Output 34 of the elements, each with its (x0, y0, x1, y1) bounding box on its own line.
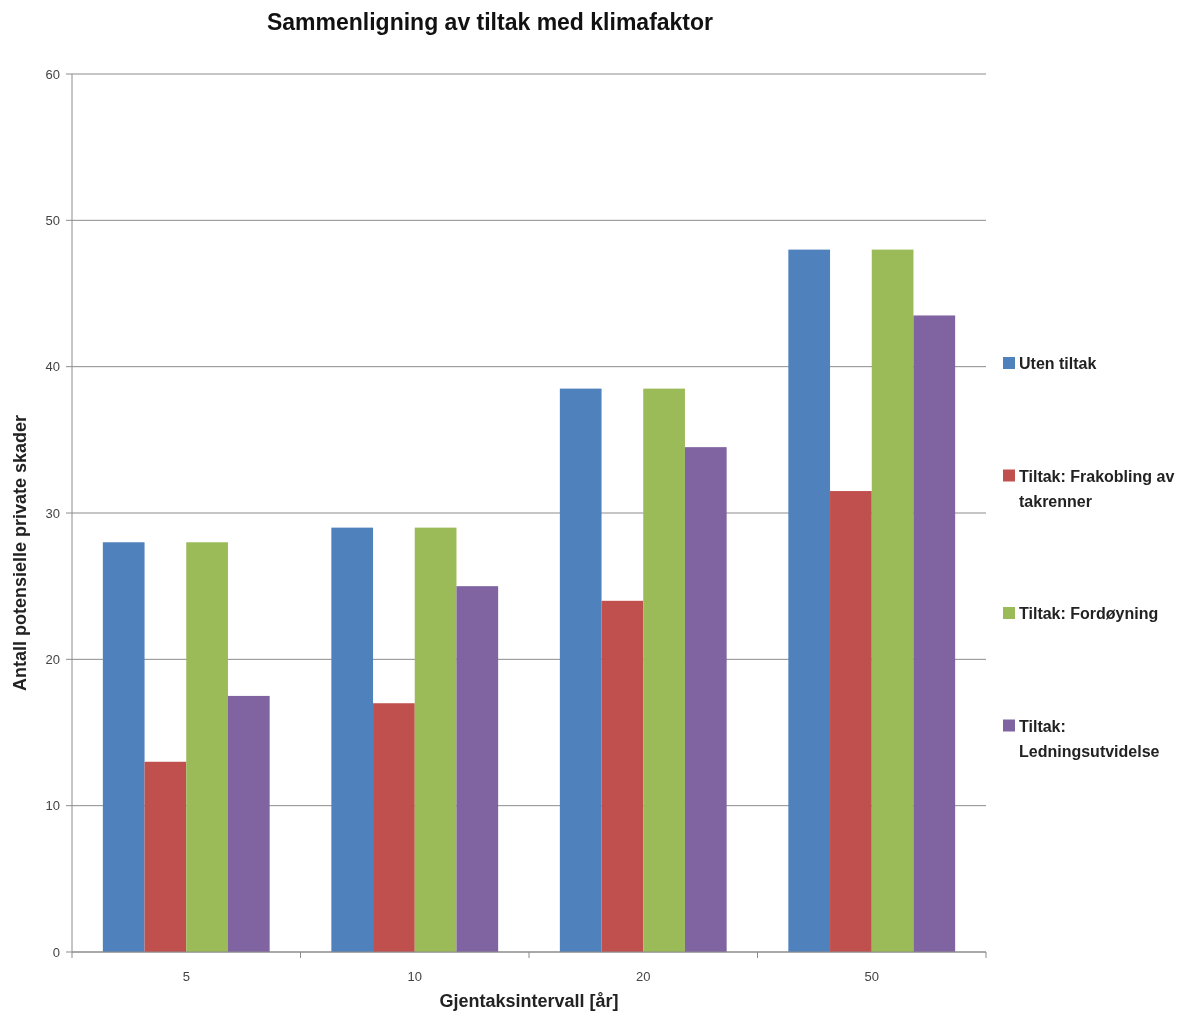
y-tick-label: 10 (45, 798, 60, 814)
y-tick-label: 50 (45, 212, 60, 228)
bar (456, 586, 499, 952)
bar (684, 447, 727, 952)
x-tick-label: 50 (864, 968, 879, 984)
y-axis-title: Antall potensielle private skader (10, 414, 30, 692)
legend-label: Tiltak: Ledningsutvidelse (1019, 717, 1160, 759)
bar (559, 388, 602, 952)
x-tick-label: 20 (636, 968, 651, 984)
bar (643, 388, 685, 952)
legend-label: Uten tiltak (1019, 354, 1097, 372)
legend-label: Tiltak: Fordøyning (1019, 604, 1159, 622)
bar (331, 527, 374, 952)
bar (788, 249, 831, 952)
bar (373, 703, 415, 952)
bar (601, 600, 644, 952)
bar (102, 542, 145, 952)
legend-label: Tiltak: Frakobling av takrenner (1019, 467, 1175, 509)
y-tick-label: 60 (45, 66, 60, 82)
y-tick-label: 0 (52, 944, 60, 960)
bar (414, 527, 457, 952)
chart-title: Sammenligning av tiltak med klimafaktor (266, 9, 714, 35)
y-tick-label: 40 (45, 359, 60, 375)
x-tick-label: 5 (182, 968, 190, 984)
bar (144, 761, 187, 952)
bar (186, 542, 228, 952)
y-tick-label: 30 (45, 505, 60, 521)
x-tick-label: 10 (407, 968, 422, 984)
bar (871, 249, 914, 952)
bar (830, 491, 872, 952)
bar (913, 315, 956, 952)
bar (227, 695, 270, 952)
y-tick-label: 20 (45, 651, 60, 667)
x-axis-title: Gjentaksintervall [år] (439, 991, 619, 1011)
